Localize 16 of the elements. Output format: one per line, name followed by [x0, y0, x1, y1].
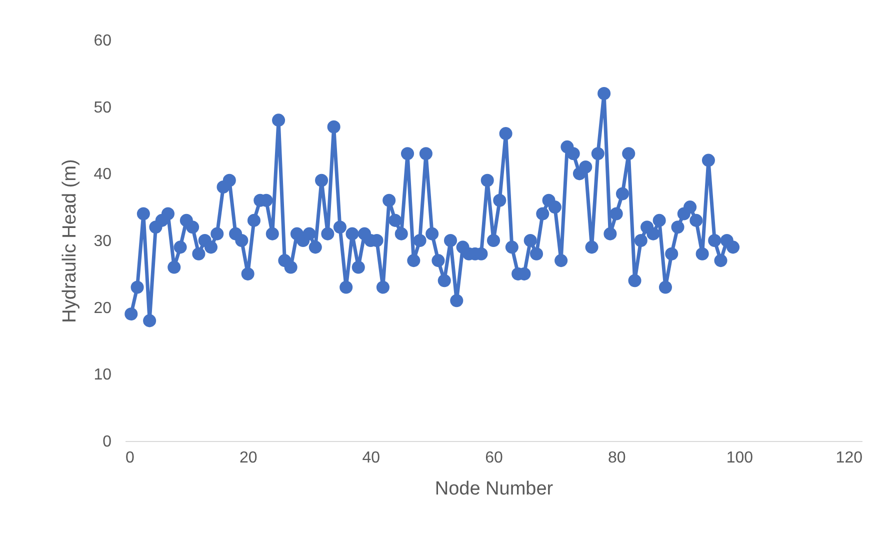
x-axis-title: Node Number — [434, 478, 554, 500]
y-tick-label: 50 — [94, 99, 112, 116]
x-tick-label: 120 — [836, 450, 863, 466]
y-axis-title: Hydraulic Head (m) — [60, 159, 81, 323]
y-tick-label: 0 — [102, 434, 112, 450]
x-tick-label: 0 — [126, 450, 134, 466]
x-tick-label: 60 — [485, 450, 503, 466]
x-tick-label: 20 — [239, 450, 258, 466]
y-tick-label: 10 — [94, 366, 112, 384]
y-tick-label: 40 — [94, 166, 112, 184]
x-tick-label: 100 — [726, 450, 754, 466]
x-tick-label: 80 — [608, 450, 626, 466]
y-tick-label: 30 — [94, 233, 112, 250]
y-tick-label: 60 — [94, 32, 112, 50]
x-tick-label: 40 — [362, 450, 380, 466]
y-tick-label: 20 — [94, 300, 112, 317]
